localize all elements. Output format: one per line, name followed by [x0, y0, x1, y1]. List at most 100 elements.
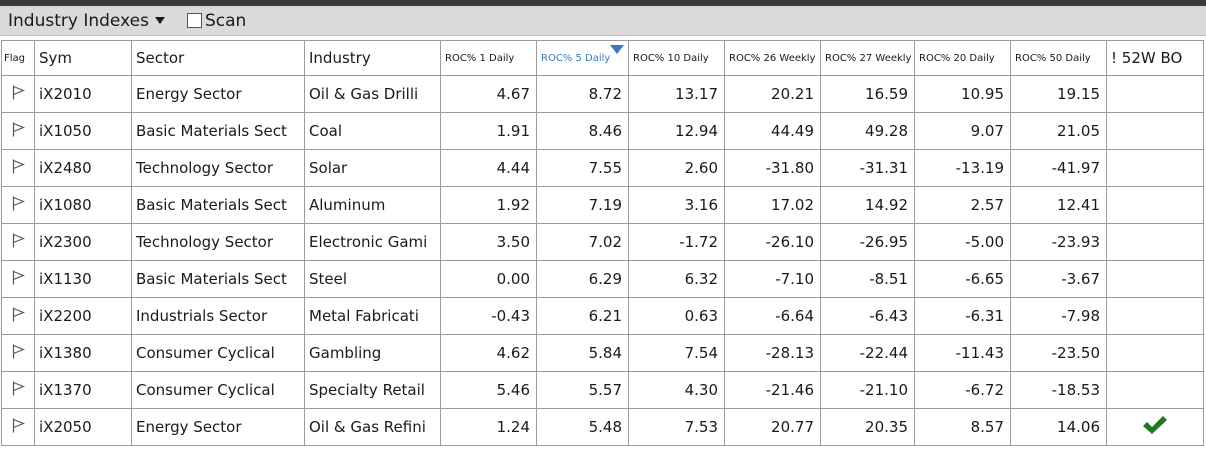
roc27-cell: 16.59 — [820, 75, 915, 113]
roc26-cell: -21.46 — [724, 371, 821, 409]
table-row[interactable]: iX1370 Consumer Cyclical Specialty Retail 5… — [1, 371, 1204, 409]
flag-icon[interactable] — [12, 233, 25, 252]
table-row[interactable]: iX2050 Energy Sector Oil & Gas Refini 1.24 5… — [1, 408, 1204, 446]
roc27-cell: -21.10 — [820, 371, 915, 409]
col-header-52w-bo[interactable]: ! 52W BO — [1106, 40, 1204, 76]
sector-cell: Energy Sector — [131, 408, 305, 446]
flag-cell[interactable] — [1, 223, 35, 261]
roc1-cell: 1.91 — [440, 112, 537, 150]
flag-cell[interactable] — [1, 260, 35, 298]
roc27-cell: -26.95 — [820, 223, 915, 261]
col-header-roc5[interactable]: ROC% 5 Daily — [536, 40, 629, 76]
col-header-roc26[interactable]: ROC% 26 Weekly — [724, 40, 821, 76]
roc5-cell: 8.72 — [536, 75, 629, 113]
flag-icon[interactable] — [12, 196, 25, 215]
roc26-cell: -31.80 — [724, 149, 821, 187]
flag-cell[interactable] — [1, 149, 35, 187]
sym-cell: iX2010 — [34, 75, 132, 113]
roc50-cell: 14.06 — [1010, 408, 1107, 446]
col-header-roc20[interactable]: ROC% 20 Daily — [914, 40, 1011, 76]
roc20-cell: -6.31 — [914, 297, 1011, 335]
table-row[interactable]: iX2300 Technology Sector Electronic Gami 3.… — [1, 223, 1204, 261]
flag-cell[interactable] — [1, 334, 35, 372]
roc1-cell: -0.43 — [440, 297, 537, 335]
flag-icon[interactable] — [12, 307, 25, 326]
flag-icon[interactable] — [12, 381, 25, 400]
sym-cell: iX2050 — [34, 408, 132, 446]
roc27-cell: -22.44 — [820, 334, 915, 372]
flag-icon[interactable] — [12, 122, 25, 141]
roc10-cell: 12.94 — [628, 112, 725, 150]
flag-icon[interactable] — [12, 418, 25, 437]
sector-cell: Energy Sector — [131, 75, 305, 113]
col-header-roc5-label: ROC% 5 Daily — [541, 52, 611, 64]
table-row[interactable]: iX1380 Consumer Cyclical Gambling 4.62 5.84 7… — [1, 334, 1204, 372]
table-row[interactable]: iX2200 Industrials Sector Metal Fabricati -… — [1, 297, 1204, 335]
roc1-cell: 5.46 — [440, 371, 537, 409]
roc27-cell: 20.35 — [820, 408, 915, 446]
flag-cell[interactable] — [1, 408, 35, 446]
sector-cell: Industrials Sector — [131, 297, 305, 335]
table-row[interactable]: iX2480 Technology Sector Solar 4.44 7.55 2.60… — [1, 149, 1204, 187]
roc50-cell: -3.67 — [1010, 260, 1107, 298]
roc20-cell: 10.95 — [914, 75, 1011, 113]
roc50-cell: 19.15 — [1010, 75, 1107, 113]
roc10-cell: 7.53 — [628, 408, 725, 446]
scan-label: Scan — [204, 10, 247, 31]
52w-bo-cell — [1106, 371, 1204, 409]
flag-cell[interactable] — [1, 371, 35, 409]
scan-checkbox[interactable] — [186, 13, 202, 28]
roc20-cell: -11.43 — [914, 334, 1011, 372]
industry-cell: Metal Fabricati — [304, 297, 441, 335]
roc26-cell: 17.02 — [724, 186, 821, 224]
52w-bo-cell — [1106, 75, 1204, 113]
roc1-cell: 1.24 — [440, 408, 537, 446]
col-header-roc50[interactable]: ROC% 50 Daily — [1010, 40, 1107, 76]
window-top-edge — [0, 0, 1206, 6]
roc26-cell: -6.64 — [724, 297, 821, 335]
table-row[interactable]: iX2010 Energy Sector Oil & Gas Drilli 4.67 8… — [1, 75, 1204, 113]
col-header-flag[interactable]: Flag — [1, 40, 35, 76]
table-row[interactable]: iX1050 Basic Materials Sect Coal 1.91 8.46 12… — [1, 112, 1204, 150]
flag-cell[interactable] — [1, 75, 35, 113]
toolbar: Industry Indexes Scan — [0, 6, 1206, 36]
roc27-cell: -6.43 — [820, 297, 915, 335]
flag-cell[interactable] — [1, 297, 35, 335]
roc1-cell: 4.67 — [440, 75, 537, 113]
roc26-cell: 44.49 — [724, 112, 821, 150]
sym-cell: iX2300 — [34, 223, 132, 261]
roc26-cell: 20.21 — [724, 75, 821, 113]
roc1-cell: 3.50 — [440, 223, 537, 261]
scan-toggle[interactable]: Scan — [186, 10, 247, 31]
table-row[interactable]: iX1130 Basic Materials Sect Steel 0.00 6.29 6… — [1, 260, 1204, 298]
roc20-cell: -6.72 — [914, 371, 1011, 409]
col-header-sym[interactable]: Sym — [34, 40, 132, 76]
col-header-roc1[interactable]: ROC% 1 Daily — [440, 40, 537, 76]
roc27-cell: 49.28 — [820, 112, 915, 150]
roc26-cell: 20.77 — [724, 408, 821, 446]
roc50-cell: -18.53 — [1010, 371, 1107, 409]
sym-cell: iX1380 — [34, 334, 132, 372]
col-header-roc27[interactable]: ROC% 27 Weekly — [820, 40, 915, 76]
sector-cell: Technology Sector — [131, 223, 305, 261]
roc1-cell: 4.62 — [440, 334, 537, 372]
flag-cell[interactable] — [1, 112, 35, 150]
flag-icon[interactable] — [12, 270, 25, 289]
roc5-cell: 7.55 — [536, 149, 629, 187]
roc26-cell: -7.10 — [724, 260, 821, 298]
sym-cell: iX1080 — [34, 186, 132, 224]
flag-icon[interactable] — [12, 159, 25, 178]
col-header-industry[interactable]: Industry — [304, 40, 441, 76]
checkmark-icon — [1142, 415, 1168, 439]
roc10-cell: 4.30 — [628, 371, 725, 409]
col-header-roc10[interactable]: ROC% 10 Daily — [628, 40, 725, 76]
roc10-cell: 7.54 — [628, 334, 725, 372]
industry-cell: Solar — [304, 149, 441, 187]
index-list-dropdown[interactable]: Industry Indexes — [8, 11, 165, 31]
table-row[interactable]: iX1080 Basic Materials Sect Aluminum 1.92 7.… — [1, 186, 1204, 224]
sector-cell: Basic Materials Sect — [131, 186, 305, 224]
col-header-sector[interactable]: Sector — [131, 40, 305, 76]
flag-cell[interactable] — [1, 186, 35, 224]
flag-icon[interactable] — [12, 85, 25, 104]
flag-icon[interactable] — [12, 344, 25, 363]
